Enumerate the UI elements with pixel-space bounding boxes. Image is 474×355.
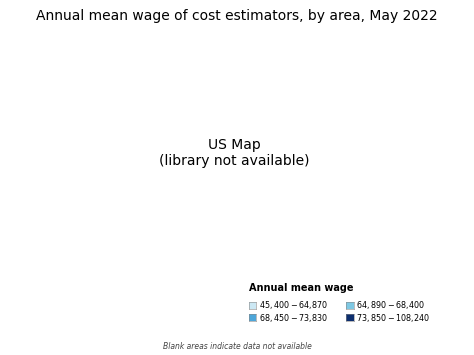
Text: $64,890 - $68,400: $64,890 - $68,400 [356, 299, 425, 311]
Text: US Map
(library not available): US Map (library not available) [159, 137, 310, 168]
Text: $68,450 - $73,830: $68,450 - $73,830 [259, 312, 328, 324]
Text: Blank areas indicate data not available: Blank areas indicate data not available [163, 343, 311, 351]
Text: Annual mean wage of cost estimators, by area, May 2022: Annual mean wage of cost estimators, by … [36, 9, 438, 23]
Text: $73,850 - $108,240: $73,850 - $108,240 [356, 312, 430, 324]
Text: Annual mean wage: Annual mean wage [249, 283, 353, 293]
Text: $45,400 - $64,870: $45,400 - $64,870 [259, 299, 328, 311]
